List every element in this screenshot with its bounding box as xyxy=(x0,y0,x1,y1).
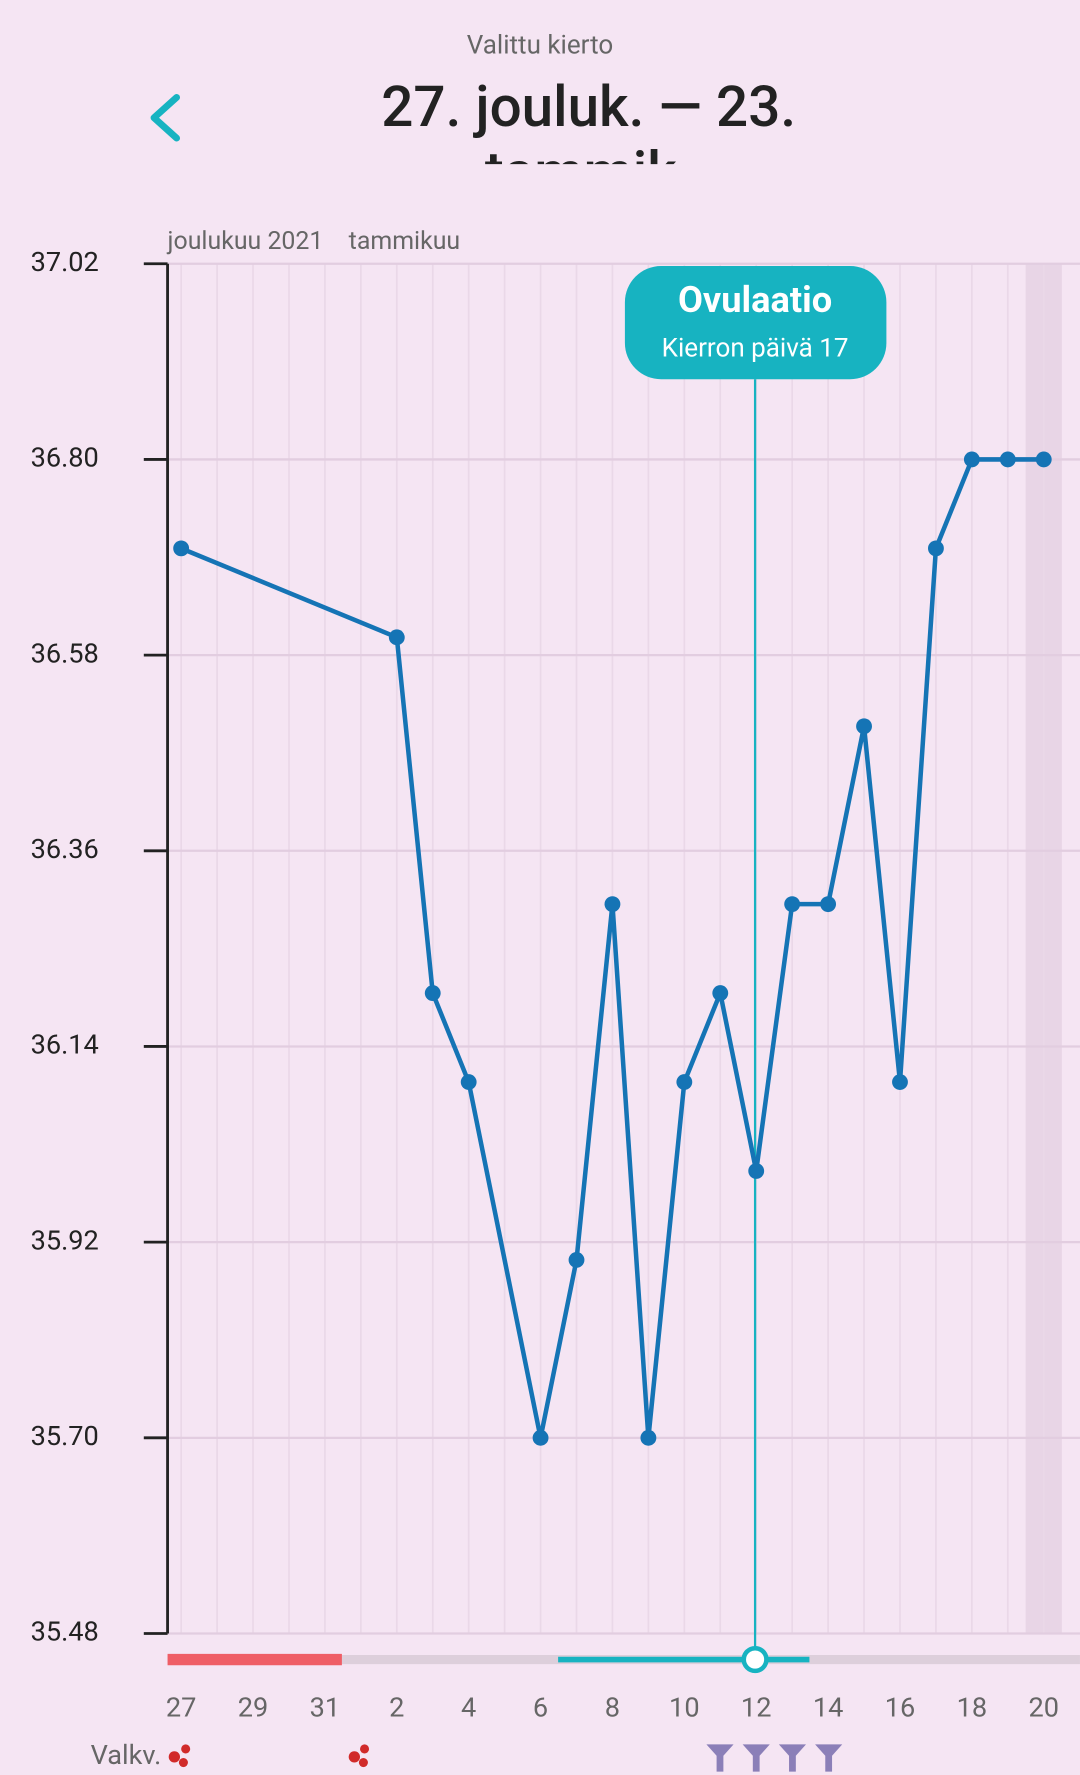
bleeding-icons xyxy=(168,1744,370,1768)
data-point xyxy=(856,718,872,735)
x-tick-label: 27 xyxy=(166,1692,197,1724)
data-point xyxy=(424,985,441,1002)
data-point xyxy=(676,1074,693,1090)
y-tick-label: 37.02 xyxy=(31,246,99,278)
data-point xyxy=(532,1429,549,1446)
data-point xyxy=(173,540,190,557)
x-tick-label: 29 xyxy=(238,1692,269,1724)
x-tick-label: 8 xyxy=(605,1692,620,1724)
data-point xyxy=(892,1074,908,1090)
data-point xyxy=(712,985,729,1002)
y-tick-label: 36.58 xyxy=(31,637,99,669)
x-tick-label: 18 xyxy=(957,1692,988,1724)
x-tick-label: 20 xyxy=(1028,1692,1059,1724)
data-point xyxy=(604,896,621,913)
data-point xyxy=(820,896,837,913)
data-point xyxy=(999,451,1016,468)
x-tick-label: 31 xyxy=(310,1692,341,1724)
test-icons xyxy=(706,1744,843,1772)
month-label: tammikuu xyxy=(349,227,460,256)
data-point xyxy=(1035,451,1052,468)
ovulation-marker xyxy=(741,1645,769,1674)
month-label: joulukuu 2021 xyxy=(167,227,324,256)
y-tick-label: 36.36 xyxy=(31,833,99,865)
y-tick-label: 35.70 xyxy=(31,1420,99,1452)
data-point xyxy=(963,451,980,468)
x-tick-label: 14 xyxy=(813,1692,844,1724)
back-button[interactable] xyxy=(150,93,181,142)
data-point xyxy=(568,1252,585,1268)
data-point xyxy=(927,540,944,557)
ovulation-bubble xyxy=(624,266,887,380)
data-point xyxy=(460,1074,477,1090)
x-tick-label: 12 xyxy=(741,1692,772,1724)
annotation-title: Ovulaatio xyxy=(678,278,832,321)
data-point xyxy=(748,1163,765,1179)
line-bridge xyxy=(180,546,398,640)
y-tick-label: 35.92 xyxy=(31,1224,99,1256)
header-label: Valittu kierto xyxy=(467,30,613,60)
y-tick-label: 35.48 xyxy=(31,1616,99,1648)
x-tick-label: 10 xyxy=(669,1692,700,1724)
annotation-subtitle: Kierron päivä 17 xyxy=(662,334,849,364)
data-point xyxy=(388,629,405,646)
y-tick-label: 36.14 xyxy=(31,1029,99,1061)
line-bridge xyxy=(466,1081,543,1439)
x-tick-label: 2 xyxy=(389,1692,404,1724)
footer-label: Valkv. xyxy=(91,1739,162,1771)
x-tick-label: 4 xyxy=(461,1692,476,1724)
data-point xyxy=(640,1429,657,1446)
x-tick-label: 6 xyxy=(533,1692,548,1724)
data-point xyxy=(784,896,801,913)
x-tick-label: 16 xyxy=(885,1692,916,1724)
y-tick-label: 36.80 xyxy=(31,442,99,474)
header-title: 27. jouluk. — 23.tammik. xyxy=(381,73,796,206)
